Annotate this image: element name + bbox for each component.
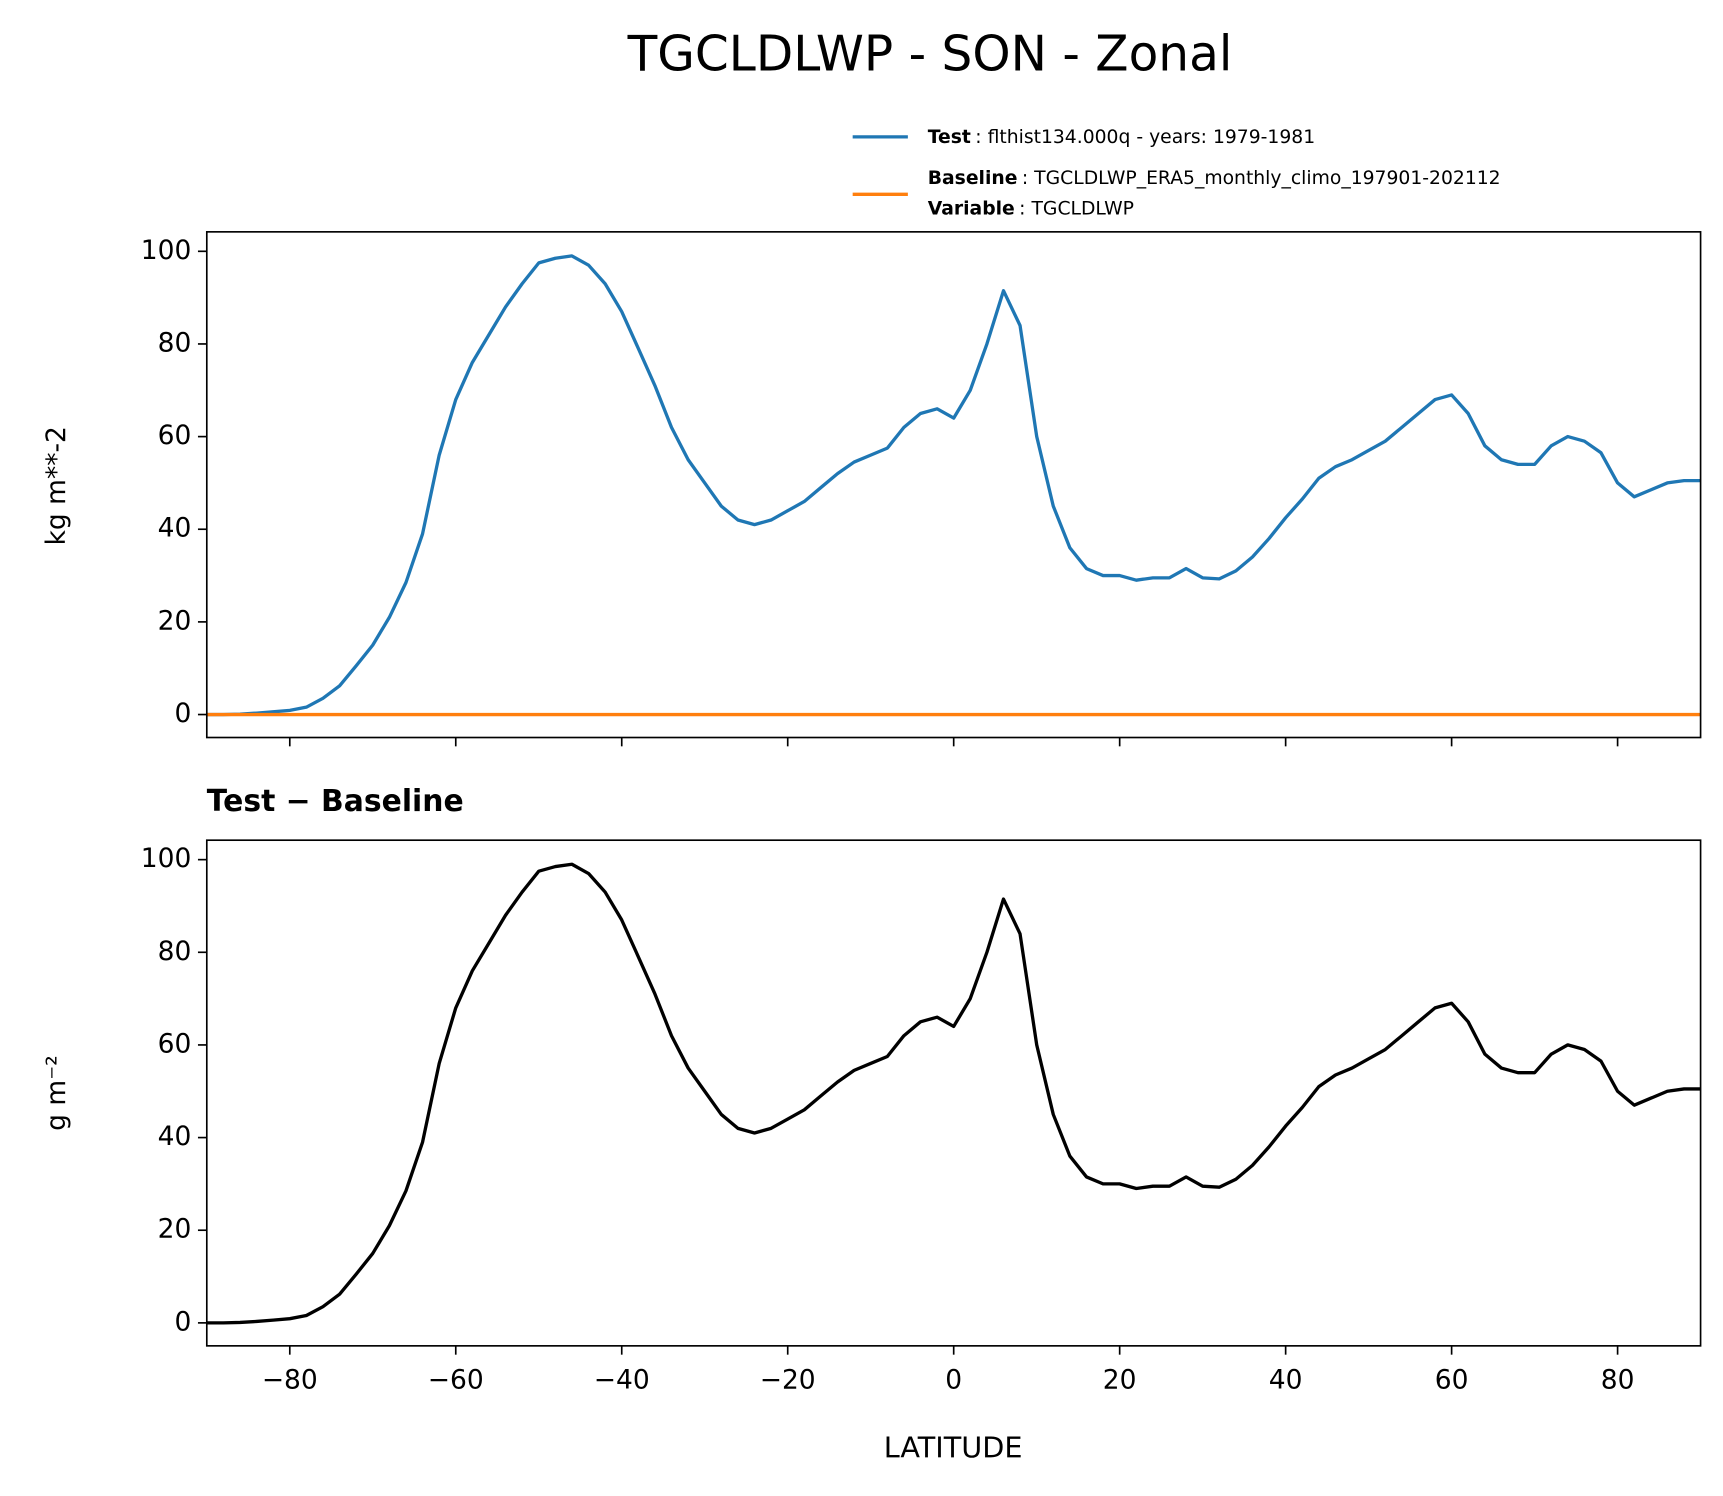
x-tick-label: −60 [428, 1365, 484, 1396]
y-tick-label: 100 [141, 843, 192, 874]
y-tick-label: 40 [158, 513, 192, 544]
legend-name: Test [928, 126, 971, 147]
x-tick-label: 20 [1103, 1365, 1137, 1396]
x-tick-label: 0 [945, 1365, 962, 1396]
x-tick-label: 60 [1435, 1365, 1469, 1396]
legend-detail: : TGCLDLWP [1019, 198, 1134, 219]
figure-title: TGCLDLWP - SON - Zonal [627, 26, 1233, 82]
y-tick-label: 0 [174, 1306, 191, 1337]
plot-frame [205, 231, 1702, 739]
y-axis-label: kg m**-2 [41, 426, 72, 545]
legend-label: Variable: TGCLDLWP [928, 198, 1134, 219]
panel-title: Test − Baseline [207, 784, 464, 819]
line-series [206, 862, 1701, 1325]
y-tick-label: 80 [158, 327, 192, 358]
x-tick-label: 40 [1269, 1365, 1303, 1396]
y-axis-label: g m⁻² [41, 1055, 72, 1131]
legend-label: Test: flthist134.000q - years: 1979-1981 [928, 126, 1315, 147]
y-tick-label: 20 [158, 605, 192, 636]
y-tick-label: 0 [174, 698, 191, 729]
x-tick-label: −80 [262, 1365, 318, 1396]
y-tick-label: 40 [158, 1121, 192, 1152]
x-tick-label: 80 [1601, 1365, 1635, 1396]
legend-detail: : flthist134.000q - years: 1979-1981 [975, 126, 1315, 147]
legend-detail: : TGCLDLWP_ERA5_monthly_climo_197901-202… [1022, 167, 1501, 188]
legend-name: Variable [928, 198, 1015, 219]
y-tick-label: 80 [158, 936, 192, 967]
y-tick-label: 60 [158, 1028, 192, 1059]
plot-frame [205, 839, 1702, 1347]
x-tick-label: −20 [760, 1365, 816, 1396]
legend-label: Baseline: TGCLDLWP_ERA5_monthly_climo_19… [928, 167, 1501, 188]
line-series [206, 254, 1701, 717]
y-tick-label: 60 [158, 420, 192, 451]
x-axis-label: LATITUDE [884, 1431, 1023, 1465]
y-tick-label: 100 [141, 235, 192, 266]
legend-name: Baseline [928, 167, 1018, 188]
x-tick-label: −40 [594, 1365, 650, 1396]
y-tick-label: 20 [158, 1214, 192, 1245]
